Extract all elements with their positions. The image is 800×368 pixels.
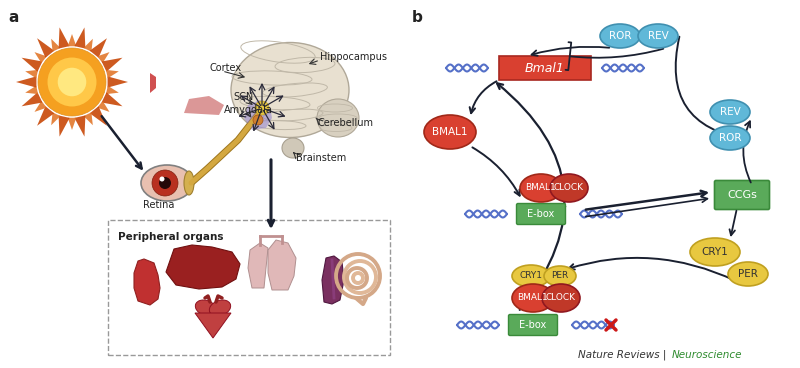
Ellipse shape [231,42,349,138]
Polygon shape [322,256,344,304]
Polygon shape [68,34,76,46]
Text: Bmal1: Bmal1 [525,61,565,74]
Polygon shape [58,27,70,49]
Ellipse shape [512,265,550,287]
Text: Nature Reviews |: Nature Reviews | [578,350,670,360]
Ellipse shape [638,24,678,48]
Text: BMAL1: BMAL1 [518,294,548,302]
Polygon shape [26,86,38,94]
Circle shape [38,48,106,116]
Polygon shape [34,52,46,63]
Text: a: a [8,10,18,25]
Polygon shape [106,70,118,78]
FancyBboxPatch shape [509,315,558,336]
Ellipse shape [600,24,640,48]
Polygon shape [37,38,54,58]
Ellipse shape [690,238,740,266]
Polygon shape [107,77,128,88]
Ellipse shape [542,284,580,312]
Polygon shape [98,101,110,112]
Text: ROR: ROR [718,133,742,143]
Text: CRY1: CRY1 [519,272,542,280]
Ellipse shape [317,99,359,137]
Ellipse shape [195,300,217,316]
Polygon shape [84,112,93,125]
Bar [499,56,591,80]
Polygon shape [84,39,93,52]
Polygon shape [102,58,122,72]
Polygon shape [90,38,107,58]
Circle shape [58,68,86,96]
Polygon shape [90,106,107,126]
Ellipse shape [544,266,576,286]
Ellipse shape [210,300,230,316]
Text: REV: REV [720,107,740,117]
Text: CCGs: CCGs [727,190,757,200]
Ellipse shape [728,262,768,286]
Polygon shape [195,313,231,338]
Text: Hippocampus: Hippocampus [320,52,387,62]
Polygon shape [16,77,37,88]
Polygon shape [37,106,54,126]
Polygon shape [244,100,272,130]
Polygon shape [22,92,42,106]
Polygon shape [34,101,46,112]
Ellipse shape [141,165,193,201]
Polygon shape [98,52,110,63]
Ellipse shape [710,126,750,150]
Circle shape [253,115,263,125]
FancyBboxPatch shape [714,180,770,209]
Ellipse shape [710,100,750,124]
Polygon shape [184,96,224,115]
Text: b: b [412,10,423,25]
Text: Neuroscience: Neuroscience [672,350,742,360]
Circle shape [152,170,178,196]
Polygon shape [74,27,86,49]
Polygon shape [248,243,268,288]
Polygon shape [58,116,70,137]
Polygon shape [68,118,76,130]
Ellipse shape [184,171,194,195]
Polygon shape [150,73,156,93]
FancyBboxPatch shape [517,204,566,224]
Text: CLOCK: CLOCK [554,184,584,192]
Text: Peripheral organs: Peripheral organs [118,232,223,242]
Ellipse shape [520,174,562,202]
Polygon shape [134,259,160,305]
Circle shape [159,177,171,189]
Text: Cerebellum: Cerebellum [318,118,374,128]
Polygon shape [51,112,60,125]
Text: CRY1: CRY1 [702,247,728,257]
Text: PER: PER [738,269,758,279]
Text: CLOCK: CLOCK [546,294,576,302]
Text: BMAL1: BMAL1 [432,127,468,137]
Text: E-box: E-box [527,209,554,219]
Text: Amygdala: Amygdala [224,105,273,115]
Text: Retina: Retina [143,200,174,210]
Text: Cortex: Cortex [210,63,242,73]
Ellipse shape [550,174,588,202]
Polygon shape [268,240,296,290]
Circle shape [47,57,97,106]
Circle shape [159,177,165,181]
FancyBboxPatch shape [108,220,390,355]
Polygon shape [22,58,42,72]
Text: SCN: SCN [233,92,254,102]
Polygon shape [51,39,60,52]
Polygon shape [166,245,240,289]
Text: REV: REV [648,31,668,41]
Text: E-box: E-box [519,320,546,330]
Text: BMAL1: BMAL1 [526,184,556,192]
Text: Brainstem: Brainstem [296,153,346,163]
Circle shape [255,101,269,115]
Polygon shape [106,86,118,94]
Polygon shape [74,116,86,137]
Polygon shape [26,70,38,78]
Text: ROR: ROR [609,31,631,41]
Ellipse shape [424,115,476,149]
Polygon shape [102,92,122,106]
Ellipse shape [512,284,554,312]
Text: PER: PER [551,272,569,280]
Ellipse shape [282,138,304,158]
